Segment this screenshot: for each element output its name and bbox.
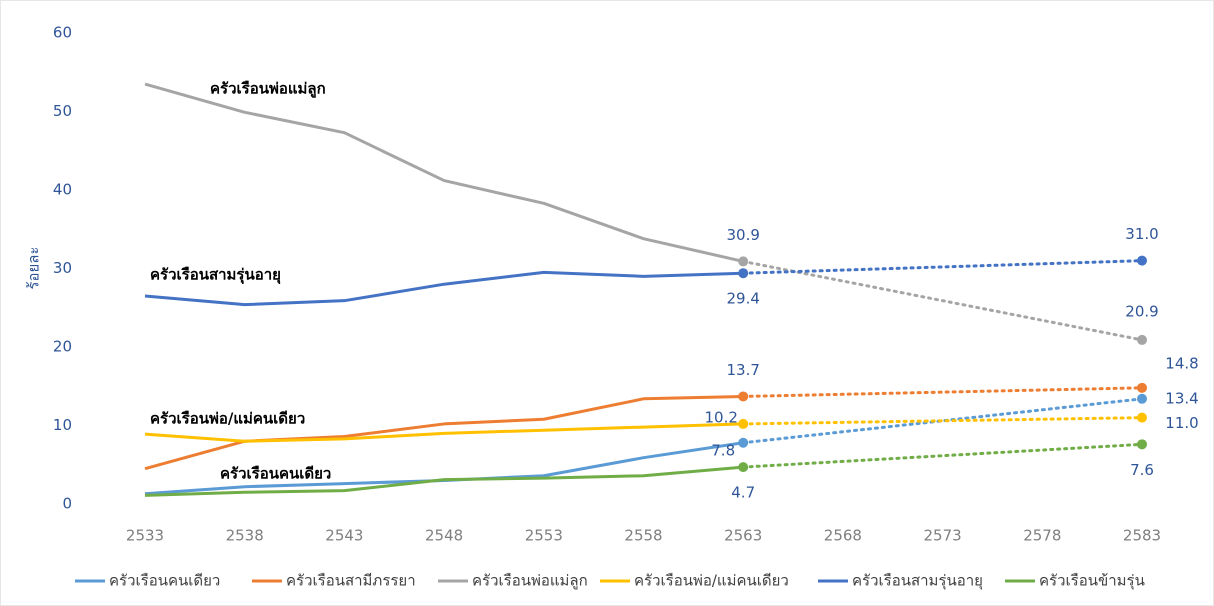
legend-label: ครัวเรือนข้ามรุ่น: [1039, 572, 1145, 591]
line-series: [144, 465, 744, 497]
series-annotation: ครัวเรือนพ่อ/แม่คนเดียว: [150, 410, 305, 428]
x-tick-label: 2553: [525, 527, 563, 545]
data-label: 7.8: [711, 441, 735, 459]
x-tick-label: 2568: [824, 527, 862, 545]
point-marker: [1137, 412, 1147, 423]
line-series: [144, 270, 744, 307]
y-tick-label: 10: [53, 416, 72, 434]
point-marker: [738, 462, 749, 473]
data-label: 4.7: [731, 484, 755, 502]
x-tick-label: 2578: [1023, 527, 1061, 545]
x-tick-label: 2548: [425, 527, 463, 545]
y-tick-label: 30: [53, 259, 72, 277]
x-tick-label: 2533: [126, 527, 164, 545]
x-tick-label: 2583: [1123, 527, 1161, 545]
point-marker: [738, 391, 749, 402]
data-label: 13.7: [726, 361, 759, 379]
point-marker: [738, 418, 749, 429]
y-tick-label: 0: [62, 495, 72, 513]
x-tick-label: 2543: [325, 527, 363, 545]
point-marker: [1137, 334, 1147, 345]
point-marker: [1137, 393, 1147, 404]
projection-line: [741, 386, 1144, 398]
legend-label: ครัวเรือนสามรุ่นอายุ: [852, 572, 983, 591]
projection-line: [741, 416, 1144, 426]
line-series: [144, 82, 744, 263]
y-tick-label: 60: [53, 24, 72, 42]
data-label: 14.8: [1165, 354, 1198, 372]
projection-line: [741, 259, 1144, 342]
point-marker: [1137, 255, 1147, 266]
series-annotation: ครัวเรือนพ่อแม่ลูก: [210, 80, 326, 99]
y-axis-label: ร้อยละ: [25, 246, 43, 289]
x-tick-label: 2558: [624, 527, 662, 545]
y-tick-label: 40: [53, 181, 72, 199]
data-label: 10.2: [704, 408, 737, 426]
legend-label: ครัวเรือนสามีภรรยา: [286, 572, 416, 590]
legend-label: ครัวเรือนคนเดียว: [109, 572, 220, 590]
point-marker: [738, 256, 749, 267]
data-label: 31.0: [1125, 225, 1158, 243]
x-tick-label: 2563: [724, 527, 762, 545]
data-label: 29.4: [726, 290, 759, 308]
legend-label: ครัวเรือนพ่อ/แม่คนเดียว: [634, 572, 789, 590]
data-label: 30.9: [726, 226, 759, 244]
series-annotation: ครัวเรือนสามรุ่นอายุ: [150, 266, 281, 285]
y-tick-label: 50: [53, 102, 72, 120]
data-label: 13.4: [1165, 389, 1198, 407]
point-marker: [738, 268, 749, 279]
point-marker: [1137, 439, 1147, 450]
point-marker: [738, 437, 749, 448]
data-label: 11.0: [1165, 414, 1198, 432]
x-tick-label: 2538: [226, 527, 264, 545]
data-label: 7.6: [1130, 461, 1154, 479]
projection-line: [741, 259, 1144, 275]
y-tick-label: 20: [53, 338, 72, 356]
series-annotation: ครัวเรือนคนเดียว: [220, 465, 331, 483]
point-marker: [1137, 382, 1147, 393]
x-tick-label: 2573: [924, 527, 962, 545]
data-label: 20.9: [1125, 302, 1158, 320]
line-series: [144, 422, 744, 443]
legend-label: ครัวเรือนพ่อแม่ลูก: [472, 572, 588, 590]
